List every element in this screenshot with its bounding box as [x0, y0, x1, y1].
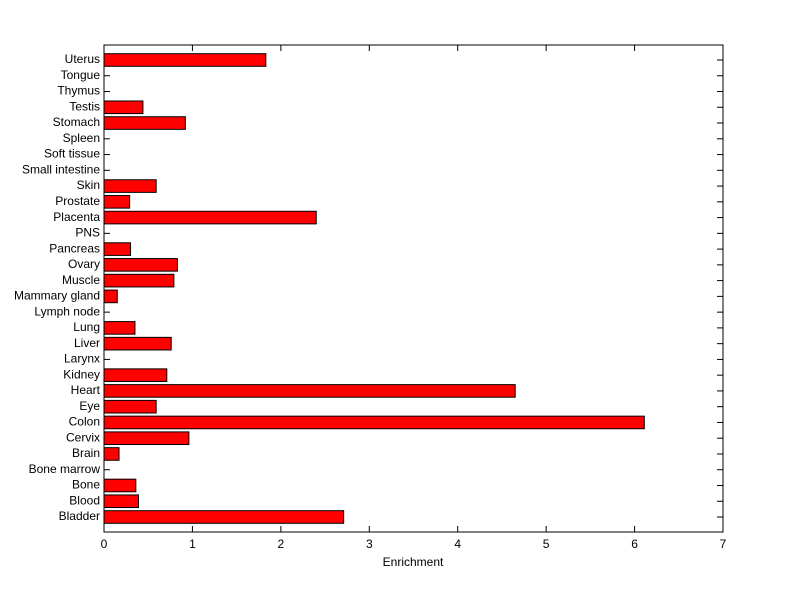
bar: [103, 100, 144, 115]
bar: [103, 494, 139, 509]
bar: [103, 273, 175, 288]
y-tick-label: Kidney: [63, 367, 100, 381]
y-tick-label: Bladder: [59, 509, 100, 523]
y-tick-label: Brain: [72, 446, 100, 460]
bar: [103, 384, 516, 398]
bar: [103, 336, 172, 351]
x-tick-label: 0: [101, 537, 108, 551]
y-tick-label: Blood: [69, 493, 100, 507]
y-tick-label: Lung: [73, 320, 100, 334]
x-tick-label: 4: [454, 537, 461, 551]
y-tick-label: Thymus: [57, 84, 100, 98]
bar: [103, 210, 317, 225]
x-tick-label: 7: [720, 537, 727, 551]
bar: [103, 447, 120, 461]
y-tick-label: Pancreas: [49, 241, 100, 255]
bar: [103, 53, 267, 67]
y-tick-label: Tongue: [61, 68, 101, 82]
bar: [103, 289, 118, 304]
y-tick-label: Skin: [77, 178, 100, 192]
y-tick-label: Small intestine: [22, 162, 100, 176]
bar: [103, 242, 132, 256]
y-tick-label: Eye: [79, 399, 100, 413]
y-tick-label: Muscle: [62, 273, 100, 287]
y-tick-label: Stomach: [53, 115, 100, 129]
y-tick-label: PNS: [75, 226, 100, 240]
x-tick-label: 3: [366, 537, 373, 551]
bar: [103, 321, 136, 335]
bar: [103, 478, 137, 493]
x-tick-label: 2: [278, 537, 285, 551]
y-tick-label: Lymph node: [34, 304, 100, 318]
x-tick-label: 1: [189, 537, 196, 551]
y-tick-label: Liver: [74, 336, 100, 350]
x-tick-label: 6: [631, 537, 638, 551]
y-tick-label: Spleen: [63, 131, 100, 145]
x-axis-label: Enrichment: [383, 555, 444, 569]
y-tick-label: Larynx: [64, 352, 100, 366]
y-tick-label: Heart: [71, 383, 101, 397]
plot-area: [103, 44, 724, 533]
y-tick-label: Uterus: [65, 52, 100, 66]
y-tick-label: Soft tissue: [44, 147, 100, 161]
bar: [103, 415, 645, 430]
y-tick-label: Mammary gland: [14, 289, 100, 303]
y-tick-label: Testis: [69, 99, 100, 113]
bar: [103, 195, 131, 209]
bar: [103, 179, 157, 193]
bar: [103, 368, 168, 382]
y-tick-label: Bone marrow: [29, 462, 101, 476]
y-tick-label: Placenta: [53, 210, 100, 224]
y-tick-label: Ovary: [68, 257, 100, 271]
y-tick-label: Bone: [72, 478, 100, 492]
bar: [103, 116, 186, 130]
bar: [103, 399, 157, 414]
x-tick-label: 5: [543, 537, 550, 551]
bar: [103, 258, 178, 272]
bar: [103, 431, 190, 446]
y-tick-label: Colon: [69, 415, 100, 429]
bar: [103, 510, 345, 524]
y-tick-label: Cervix: [66, 430, 100, 444]
y-tick-label: Prostate: [55, 194, 100, 208]
